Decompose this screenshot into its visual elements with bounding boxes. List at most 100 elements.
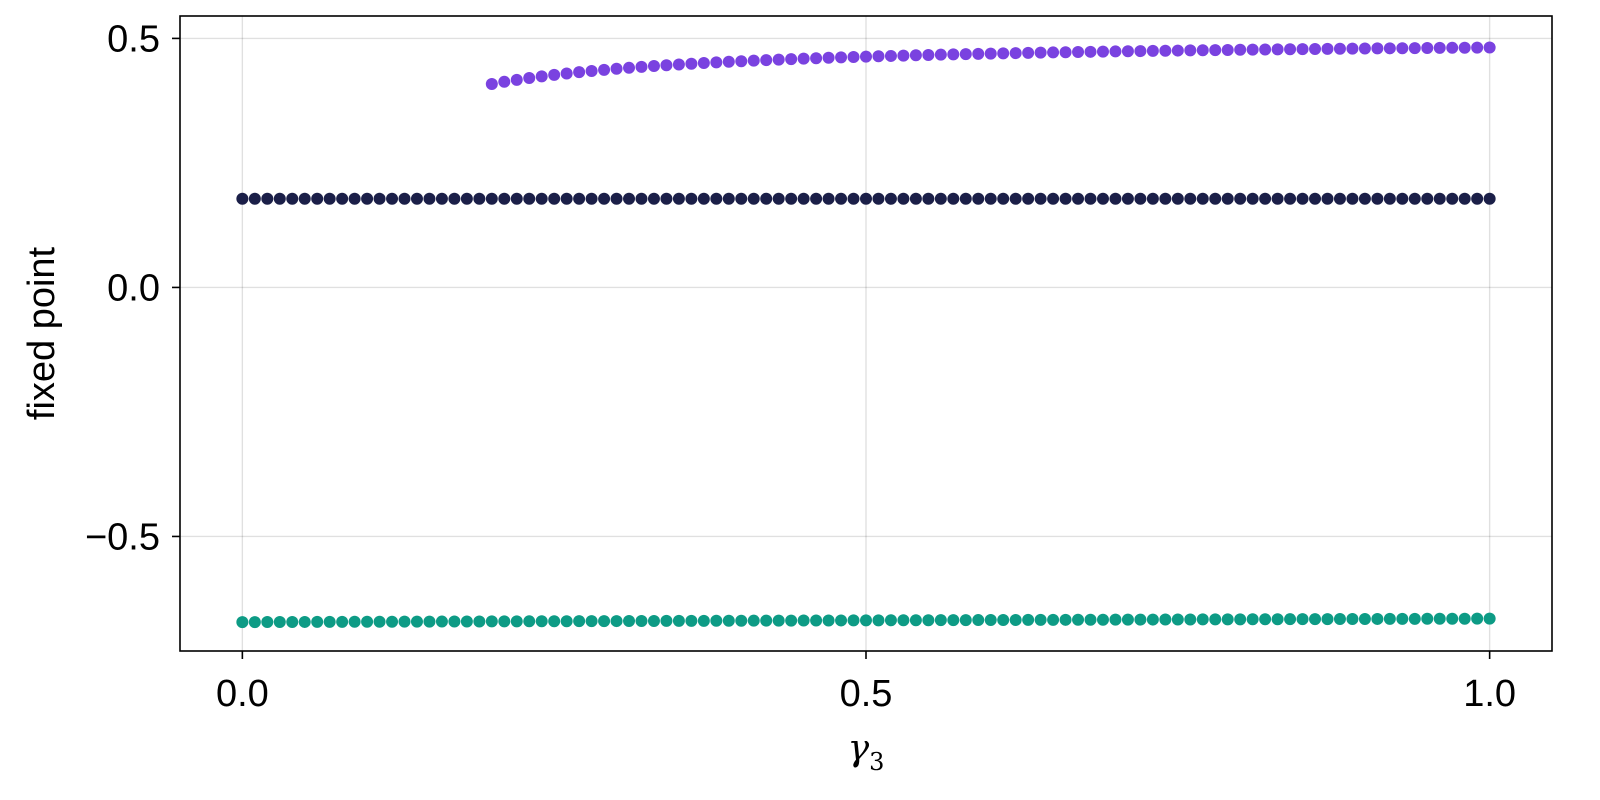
data-point-series-3 xyxy=(261,616,274,629)
data-point-series-3 xyxy=(435,615,448,628)
data-point-series-3 xyxy=(510,615,523,628)
data-point-series-1 xyxy=(623,61,636,74)
data-point-series-3 xyxy=(273,616,286,629)
data-point-series-3 xyxy=(585,615,598,628)
data-point-series-2 xyxy=(1358,192,1371,205)
data-point-series-2 xyxy=(1084,192,1097,205)
data-point-series-1 xyxy=(1433,41,1446,54)
data-point-series-2 xyxy=(1259,192,1272,205)
data-point-series-3 xyxy=(473,615,486,628)
data-point-series-1 xyxy=(560,67,573,80)
data-point-series-2 xyxy=(373,192,386,205)
data-point-series-1 xyxy=(1022,46,1035,59)
data-point-series-1 xyxy=(1271,43,1284,56)
data-point-series-3 xyxy=(336,615,349,628)
data-point-series-1 xyxy=(1246,43,1259,56)
data-point-series-1 xyxy=(1296,43,1309,56)
data-point-series-2 xyxy=(361,192,374,205)
data-point-series-3 xyxy=(797,614,810,627)
data-point-series-3 xyxy=(909,614,922,627)
data-point-series-3 xyxy=(1433,612,1446,625)
data-point-series-3 xyxy=(448,615,461,628)
data-point-series-2 xyxy=(1159,192,1172,205)
data-point-series-2 xyxy=(298,192,311,205)
data-point-series-3 xyxy=(1171,613,1184,626)
data-point-series-2 xyxy=(1072,192,1085,205)
data-point-series-2 xyxy=(1121,192,1134,205)
data-point-series-1 xyxy=(872,50,885,63)
data-point-series-3 xyxy=(311,615,324,628)
data-point-series-2 xyxy=(1009,192,1022,205)
data-point-series-3 xyxy=(1284,613,1297,626)
data-point-series-3 xyxy=(361,615,374,628)
data-point-series-1 xyxy=(735,55,748,68)
data-point-series-1 xyxy=(1134,45,1147,58)
data-point-series-1 xyxy=(760,54,773,67)
data-point-series-2 xyxy=(1059,192,1072,205)
data-point-series-1 xyxy=(1458,41,1471,54)
data-point-series-2 xyxy=(722,192,735,205)
data-point-series-1 xyxy=(573,66,586,79)
data-point-series-1 xyxy=(1209,44,1222,57)
data-point-series-3 xyxy=(747,614,760,627)
data-point-series-3 xyxy=(884,614,897,627)
data-point-series-2 xyxy=(573,192,586,205)
data-point-series-3 xyxy=(635,614,648,627)
data-point-series-1 xyxy=(1471,41,1484,54)
data-point-series-2 xyxy=(1333,192,1346,205)
data-point-series-1 xyxy=(1121,45,1134,58)
data-point-series-1 xyxy=(984,47,997,60)
data-point-series-1 xyxy=(835,51,848,64)
data-point-series-1 xyxy=(1047,46,1060,59)
data-point-series-2 xyxy=(697,192,710,205)
data-point-series-3 xyxy=(348,615,361,628)
data-point-series-2 xyxy=(735,192,748,205)
data-point-series-3 xyxy=(1333,613,1346,626)
data-point-series-1 xyxy=(1159,44,1172,57)
data-point-series-1 xyxy=(747,54,760,67)
data-point-series-3 xyxy=(1371,612,1384,625)
data-point-series-3 xyxy=(835,614,848,627)
data-point-series-2 xyxy=(248,192,261,205)
data-point-series-3 xyxy=(860,614,872,627)
data-point-series-2 xyxy=(972,192,985,205)
data-point-series-3 xyxy=(1234,613,1247,626)
data-point-series-1 xyxy=(685,57,698,70)
data-point-series-2 xyxy=(685,192,698,205)
data-point-series-2 xyxy=(1383,192,1396,205)
data-point-series-2 xyxy=(797,192,810,205)
data-point-series-3 xyxy=(984,614,997,627)
data-point-series-3 xyxy=(1321,613,1334,626)
data-point-series-3 xyxy=(410,615,423,628)
data-point-series-3 xyxy=(1159,613,1172,626)
data-point-series-3 xyxy=(373,615,386,628)
data-point-series-2 xyxy=(947,192,960,205)
data-point-series-2 xyxy=(610,192,623,205)
data-point-series-2 xyxy=(1034,192,1047,205)
data-point-series-3 xyxy=(1084,613,1097,626)
data-point-series-2 xyxy=(997,192,1010,205)
data-point-series-1 xyxy=(772,53,785,66)
data-point-series-3 xyxy=(1009,613,1022,626)
data-point-series-2 xyxy=(635,192,648,205)
data-point-series-1 xyxy=(598,63,611,76)
data-point-series-2 xyxy=(585,192,598,205)
data-point-series-2 xyxy=(1271,192,1284,205)
data-point-series-1 xyxy=(1034,46,1047,59)
data-point-series-1 xyxy=(635,60,648,73)
data-point-series-2 xyxy=(1309,192,1322,205)
data-point-series-3 xyxy=(1072,613,1085,626)
data-point-series-3 xyxy=(1383,612,1396,625)
data-point-series-2 xyxy=(660,192,673,205)
x-axis-title-symbol: γ xyxy=(848,728,870,769)
data-point-series-2 xyxy=(884,192,897,205)
data-point-series-2 xyxy=(1408,192,1421,205)
data-point-series-3 xyxy=(647,614,660,627)
data-point-series-3 xyxy=(236,616,249,629)
data-point-series-3 xyxy=(1047,613,1060,626)
data-point-series-2 xyxy=(1184,192,1197,205)
data-point-series-3 xyxy=(672,614,685,627)
data-point-series-3 xyxy=(1358,612,1371,625)
data-point-series-1 xyxy=(535,70,548,83)
